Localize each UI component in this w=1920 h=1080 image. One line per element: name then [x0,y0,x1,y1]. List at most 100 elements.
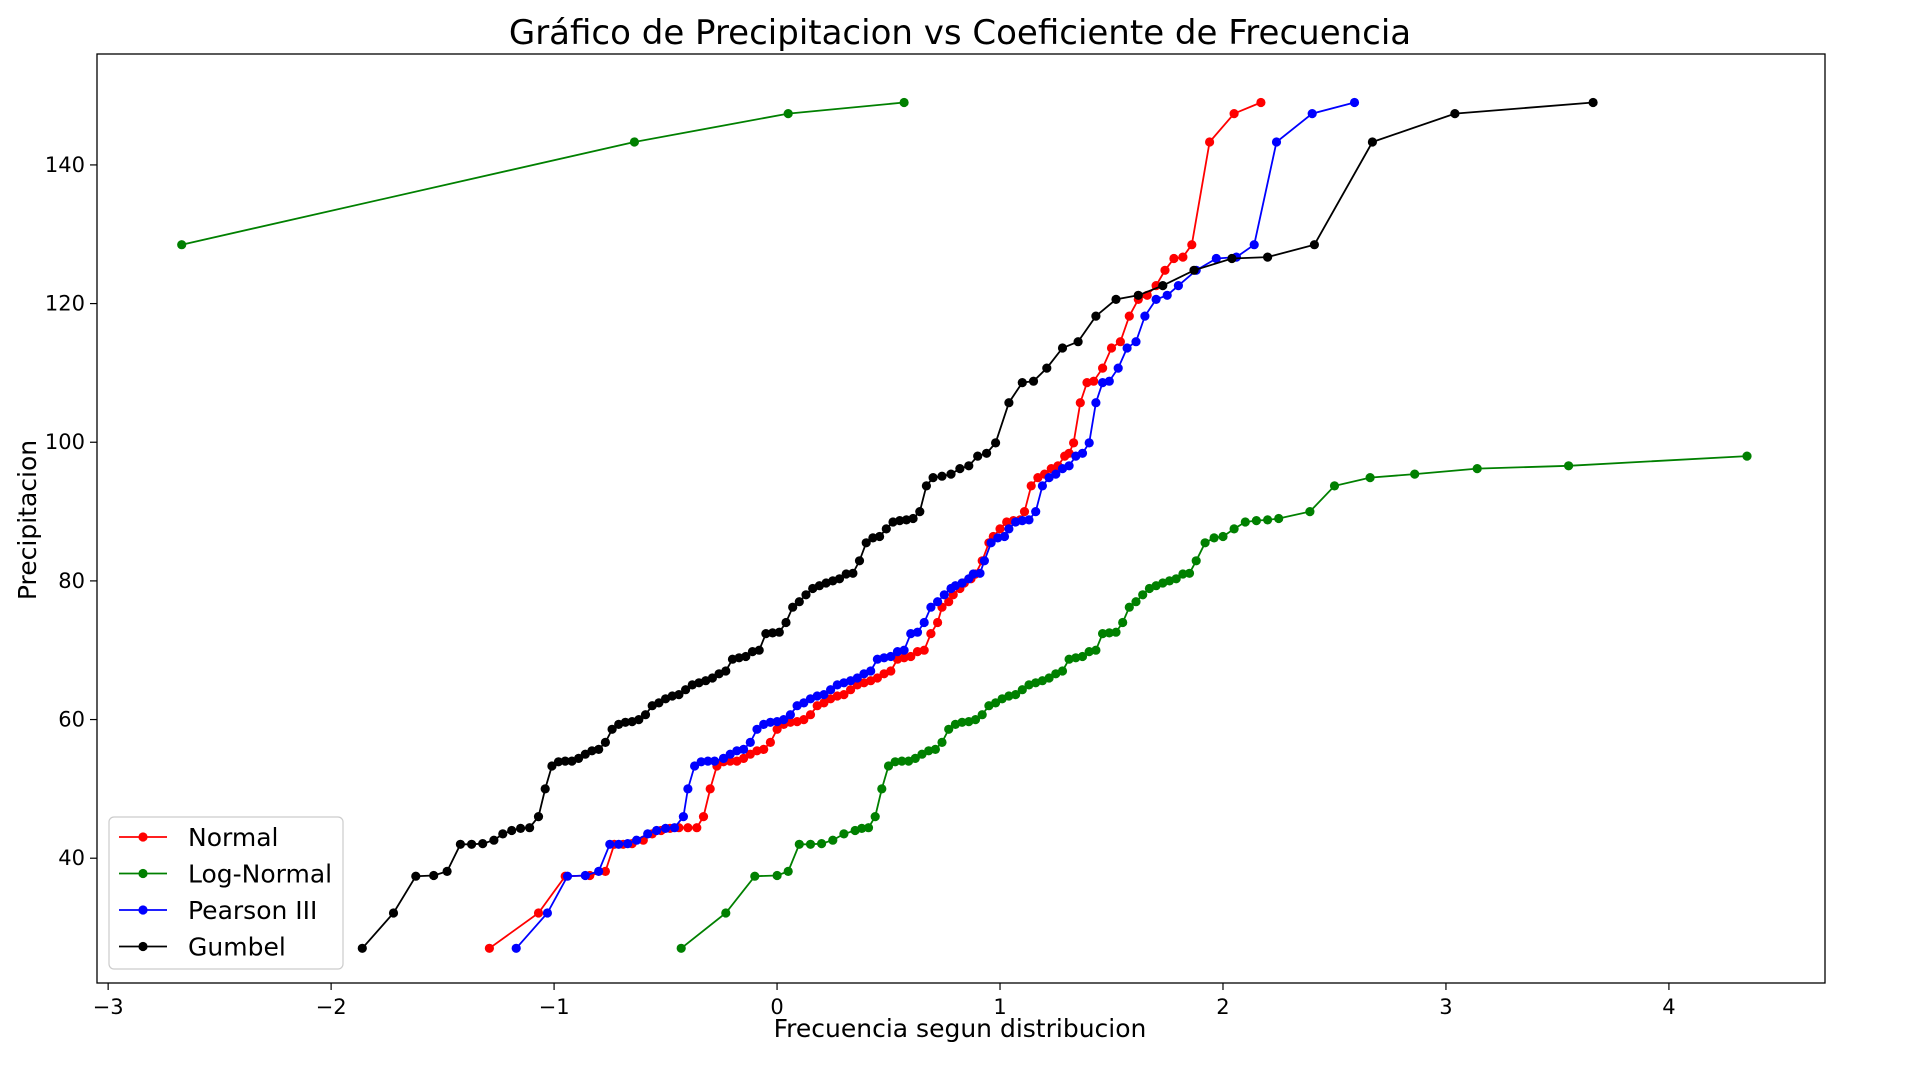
data-point [429,870,439,881]
data-point [1073,337,1083,347]
data-point [455,839,465,849]
data-point [1042,363,1052,373]
data-point [794,597,804,607]
series-layer [177,97,1752,953]
data-point [1349,97,1360,108]
data-point [881,524,891,534]
data-point [1106,343,1117,353]
data-point [926,602,936,612]
data-point [768,628,778,638]
data-point [692,823,702,833]
data-point [1019,507,1030,517]
data-point [1024,515,1034,525]
data-point [654,698,664,708]
data-point [1187,240,1197,250]
data-point [507,825,517,836]
data-point [1133,290,1143,300]
data-point [861,538,871,548]
data-point [1124,311,1134,321]
data-point [785,710,796,720]
data-point [957,717,967,727]
data-point [553,757,564,767]
legend-item: Normal [119,823,278,852]
data-point [839,829,849,839]
data-point [562,871,573,881]
data-point [819,690,829,700]
data-point [912,627,923,637]
data-point [919,645,929,655]
data-point [1104,628,1114,638]
x-tick-label: 2 [1216,995,1229,1019]
data-point [875,531,885,542]
data-point [779,715,789,725]
data-point [991,438,1001,448]
legend-item: Log-Normal [119,860,332,889]
data-point [661,823,671,834]
data-point [1131,337,1141,347]
series-line [181,101,905,246]
data-point [839,690,849,700]
data-point [848,568,858,578]
data-point [683,784,693,794]
data-point [511,943,521,953]
data-point [1111,627,1121,637]
data-point [1084,438,1094,448]
x-tick-label: 0 [770,995,783,1019]
data-point [1069,438,1079,448]
series-gumbel [357,97,1598,953]
data-point [883,761,894,771]
data-point [754,645,764,655]
data-point [774,627,784,637]
legend: Normal Log-Normal Pearson III Gumbel [108,816,344,970]
data-point [899,645,909,655]
x-axis: −3 −2 −1 0 1 2 3 4 [93,983,1676,1019]
data-point [745,737,755,748]
series-line [488,101,1262,950]
data-point [866,666,876,676]
data-point [640,710,651,720]
data-point [788,602,798,612]
data-point [1169,253,1179,264]
data-point [1256,97,1266,108]
data-point [1077,651,1088,662]
x-tick-label: −2 [316,995,347,1019]
data-point [750,871,760,881]
data-point [895,516,905,526]
data-point [632,835,642,845]
data-point [1011,690,1021,700]
data-point [752,724,762,734]
data-point [1329,481,1340,491]
data-point [1111,294,1121,304]
legend-label: Gumbel [188,933,286,962]
data-point [1249,240,1259,250]
data-point [1227,253,1237,264]
data-point [926,629,936,639]
data-point [498,829,508,839]
data-point [975,568,985,578]
y-axis-label: Precipitacion [13,440,42,600]
data-point [1205,137,1215,147]
y-tick-label: 140 [45,153,85,177]
data-point [1026,481,1036,491]
series-normal [484,97,1266,953]
data-point [1004,524,1014,534]
data-point [870,812,880,822]
data-point [1173,281,1183,291]
data-point [886,651,896,662]
data-point [908,513,918,524]
data-point [739,753,749,764]
data-point [1211,253,1221,264]
data-point [594,866,604,877]
data-point [1229,109,1239,119]
data-point [605,839,615,849]
data-point [1115,337,1125,347]
data-point [1031,507,1041,517]
data-point [357,943,367,953]
legend-marker [138,868,148,879]
data-point [759,744,769,755]
data-point [705,784,715,794]
series-pearson-iii [511,97,1360,953]
data-point [817,839,827,849]
data-point [1184,568,1195,578]
data-point [1113,363,1123,373]
